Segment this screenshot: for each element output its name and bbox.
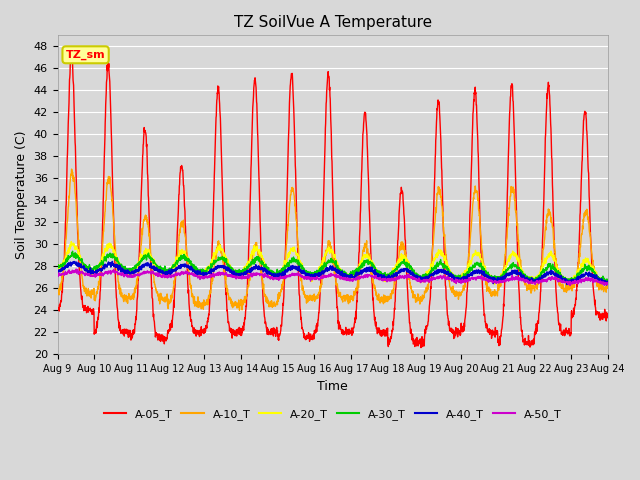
- Text: TZ_sm: TZ_sm: [66, 49, 106, 60]
- Title: TZ SoilVue A Temperature: TZ SoilVue A Temperature: [234, 15, 432, 30]
- Legend: A-05_T, A-10_T, A-20_T, A-30_T, A-40_T, A-50_T: A-05_T, A-10_T, A-20_T, A-30_T, A-40_T, …: [99, 405, 566, 424]
- Y-axis label: Soil Temperature (C): Soil Temperature (C): [15, 131, 28, 259]
- X-axis label: Time: Time: [317, 380, 348, 393]
